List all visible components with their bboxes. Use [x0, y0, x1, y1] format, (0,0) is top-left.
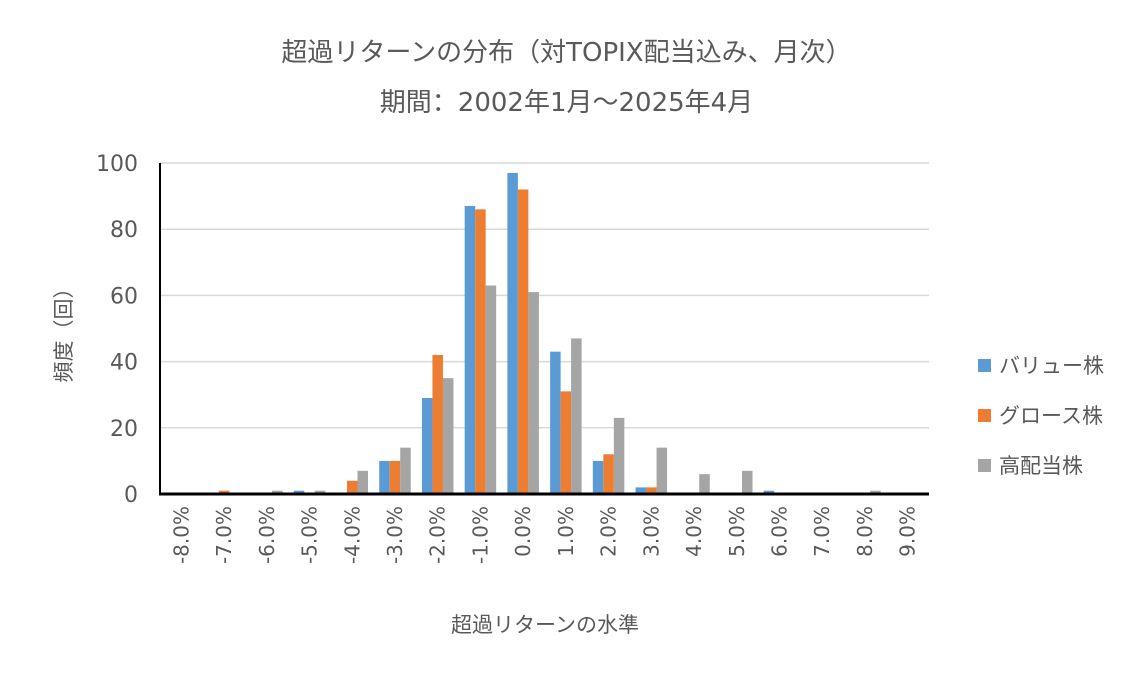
- legend-swatch: [978, 358, 991, 372]
- x-tick-label: 5.0%: [725, 506, 749, 557]
- legend-swatch: [978, 408, 991, 422]
- bar: [592, 460, 604, 494]
- chart-subtitle: 期間：2002年1月～2025年4月: [379, 88, 754, 118]
- bar: [699, 474, 710, 494]
- bar: [517, 189, 529, 495]
- x-tick-label: -2.0%: [426, 506, 450, 564]
- bar: [357, 470, 368, 494]
- y-tick-label: 20: [110, 417, 138, 442]
- y-axis-title: 頻度（回）: [52, 278, 76, 383]
- bar: [635, 487, 647, 494]
- x-tick-label: -4.0%: [340, 506, 364, 564]
- bar: [656, 447, 668, 494]
- x-tick-label: 0.0%: [511, 506, 535, 557]
- bar: [613, 417, 625, 494]
- bar: [400, 447, 411, 494]
- x-tick-label: -1.0%: [468, 506, 492, 564]
- x-tick-label: 1.0%: [554, 506, 578, 557]
- legend-item: バリュー株: [978, 340, 1104, 390]
- legend-item: グロース株: [978, 390, 1104, 440]
- bar: [742, 470, 753, 494]
- bar: [389, 460, 401, 494]
- bar: [442, 378, 454, 494]
- x-tick-label: 6.0%: [767, 506, 791, 557]
- x-tick-label: 2.0%: [597, 506, 621, 557]
- y-tick-label: 0: [124, 483, 138, 508]
- x-tick-label: 3.0%: [639, 506, 663, 557]
- bar: [272, 490, 283, 494]
- legend-swatch: [978, 458, 991, 472]
- y-tick-label: 60: [110, 284, 138, 309]
- bar: [347, 480, 358, 494]
- bar: [314, 490, 326, 494]
- x-tick-label: -8.0%: [169, 506, 193, 564]
- x-tick-label: -5.0%: [298, 506, 322, 564]
- bar: [763, 490, 775, 494]
- bar: [464, 206, 476, 494]
- x-tick-label: -3.0%: [383, 506, 407, 564]
- bar: [218, 490, 230, 494]
- chart-title: 超過リターンの分布（対TOPIX配当込み、月次）: [281, 38, 852, 68]
- bar: [421, 398, 433, 494]
- bar: [571, 338, 582, 494]
- bar: [870, 490, 881, 494]
- legend: バリュー株グロース株高配当株: [978, 340, 1104, 490]
- y-tick-label: 80: [110, 218, 138, 243]
- bar: [432, 354, 443, 494]
- legend-item: 高配当株: [978, 440, 1104, 490]
- y-tick-label: 40: [110, 351, 138, 376]
- legend-label: 高配当株: [999, 454, 1083, 478]
- x-tick-label: 4.0%: [682, 506, 706, 557]
- bar: [550, 351, 561, 494]
- x-tick-label: 9.0%: [896, 506, 920, 557]
- bar: [379, 460, 390, 494]
- legend-label: グロース株: [999, 404, 1103, 428]
- bar: [475, 209, 486, 494]
- x-tick-label: -6.0%: [255, 506, 279, 564]
- x-tick-label: 7.0%: [810, 506, 834, 557]
- bar: [646, 487, 657, 494]
- bar: [507, 172, 518, 494]
- x-tick-label: -7.0%: [212, 506, 236, 564]
- legend-label: バリュー株: [999, 354, 1104, 378]
- bar: [603, 454, 614, 494]
- y-tick-label: 100: [96, 152, 138, 177]
- x-tick-label: 8.0%: [853, 506, 877, 557]
- bar: [560, 391, 572, 494]
- bar: [485, 285, 497, 494]
- bar: [528, 292, 539, 494]
- x-axis-title: 超過リターンの水準: [451, 613, 639, 637]
- bar: [293, 490, 305, 494]
